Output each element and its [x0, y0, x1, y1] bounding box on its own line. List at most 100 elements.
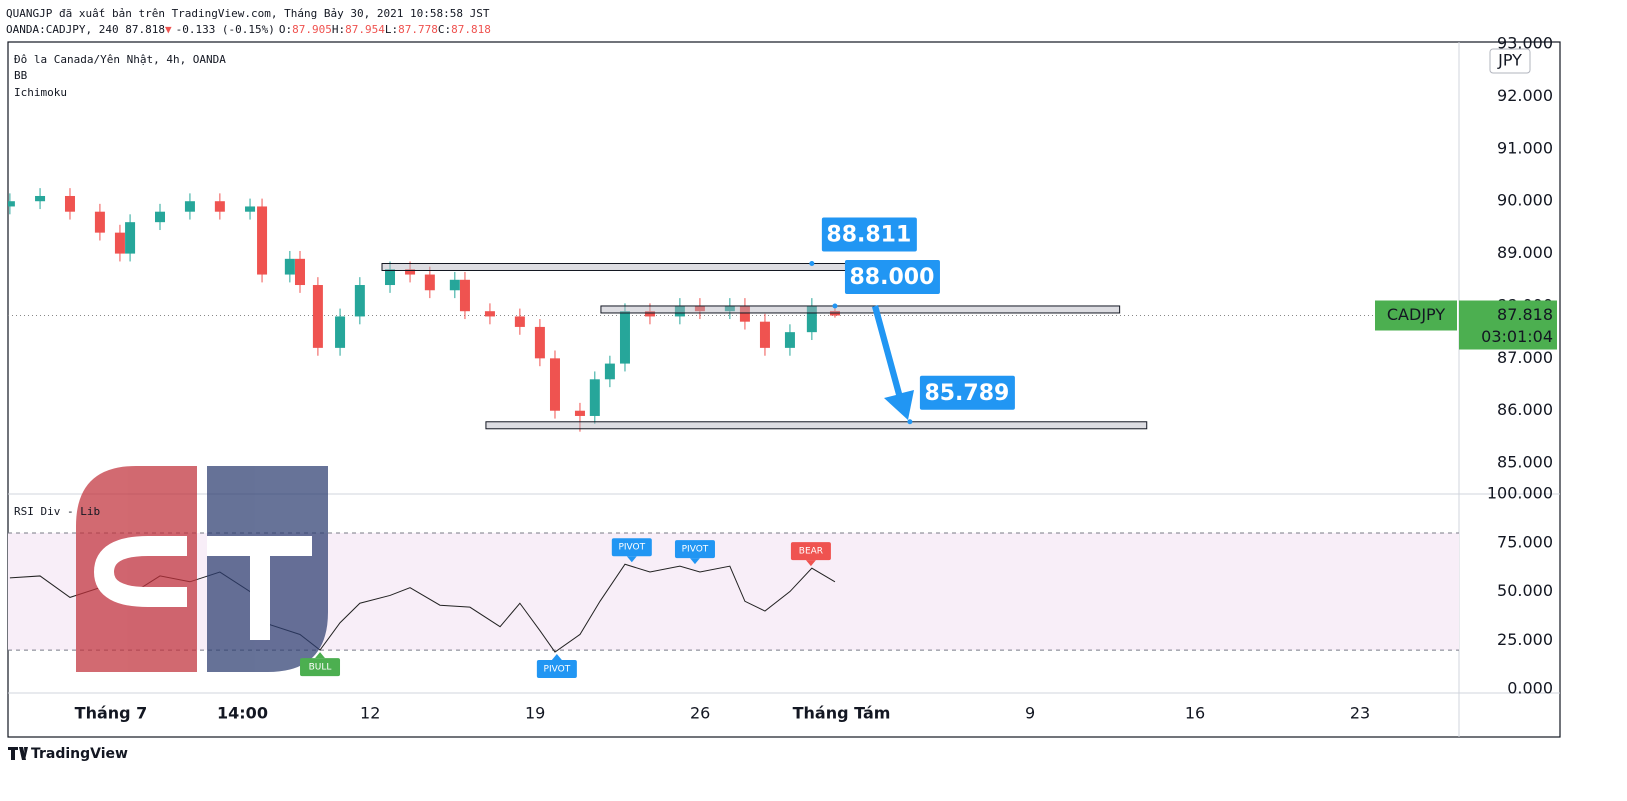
rsi-tick-label: 25.000	[1497, 630, 1553, 649]
candle-body	[534, 326, 545, 359]
candle-body	[335, 316, 346, 348]
price-tick-label: 87.000	[1497, 348, 1553, 367]
candle-body	[114, 232, 125, 254]
pivot-pointer	[626, 556, 637, 563]
rsi-tick-label: 0.000	[1507, 679, 1553, 698]
candle-body	[155, 211, 166, 223]
price-note: 88.811	[826, 222, 911, 247]
price-note-box	[919, 375, 1015, 410]
candle-body	[514, 316, 525, 327]
candle-body	[294, 258, 305, 286]
price-tick-label: 89.000	[1497, 243, 1553, 262]
countdown: 03:01:04	[1481, 327, 1553, 346]
candle-body	[549, 358, 560, 411]
candle-body	[574, 410, 585, 416]
candle-body	[64, 195, 75, 212]
pivot-label: BEAR	[799, 547, 823, 557]
note-anchor	[907, 419, 913, 425]
price-note: 85.789	[924, 381, 1009, 406]
candle-body	[94, 211, 105, 233]
candle-body	[354, 285, 365, 317]
pivot-label: BULL	[309, 663, 332, 673]
rsi-tick-label: 100.000	[1487, 484, 1553, 503]
time-tick-label: Tháng Tám	[793, 704, 891, 723]
tv-logo	[8, 747, 28, 760]
candle-body	[484, 311, 495, 317]
candle-body	[284, 258, 295, 275]
change: -0.133 (-0.15%)	[176, 23, 275, 36]
pivot-label: PIVOT	[682, 545, 709, 555]
note-anchor	[809, 260, 815, 266]
time-tick-label: 12	[360, 704, 380, 723]
time-tick-label: Tháng 7	[75, 704, 148, 723]
price-tick-label: 86.000	[1497, 400, 1553, 419]
last-price-box	[1459, 300, 1557, 350]
pivot-box	[790, 542, 831, 561]
candle-body	[125, 222, 136, 254]
note-anchor	[832, 303, 838, 309]
candle-body	[257, 206, 268, 275]
time-tick-label: 9	[1025, 704, 1035, 723]
candle-body	[644, 311, 655, 317]
candle-body	[385, 269, 396, 286]
candle-body	[806, 305, 817, 333]
ohlc-key: C:	[438, 23, 451, 36]
ohlc-key: O:	[279, 23, 292, 36]
candle-body	[694, 305, 705, 312]
candle-body	[214, 201, 225, 212]
rsi-tick-label: 75.000	[1497, 532, 1553, 551]
candle-body	[449, 279, 460, 291]
candle-body	[759, 321, 770, 348]
time-tick-label: 26	[690, 704, 710, 723]
pivot-box	[300, 658, 341, 677]
currency-box	[1489, 48, 1531, 74]
candle-body	[674, 305, 685, 317]
candle-body	[424, 274, 435, 291]
pivot-pointer	[315, 652, 326, 659]
price-zone	[381, 262, 911, 271]
candle-body	[245, 206, 256, 212]
candle-body	[405, 269, 416, 275]
ohlc-value: 87.954	[345, 23, 385, 36]
ohlc-value: 87.818	[451, 23, 491, 36]
pivot-pointer	[689, 558, 700, 565]
price-tick-label: 90.000	[1497, 191, 1553, 210]
symbol: OANDA:CADJPY, 240 87.818	[6, 23, 165, 36]
legend-item: Đô la Canada/Yên Nhật, 4h, OANDA	[14, 53, 226, 66]
candle-body	[604, 363, 615, 380]
candle-body	[312, 285, 323, 348]
price-zone	[600, 305, 1121, 314]
rsi-tick-label: 50.000	[1497, 581, 1553, 600]
candle-body	[784, 332, 795, 348]
pivot-pointer	[551, 654, 562, 661]
symbol-tag: CADJPY	[1387, 305, 1445, 324]
chart-frame	[7, 41, 1561, 738]
currency: JPY	[1497, 51, 1522, 70]
candle-body	[184, 201, 195, 212]
price-tick-label: 85.000	[1497, 453, 1553, 472]
time-tick-label: 19	[525, 704, 545, 723]
candle-body	[8, 201, 15, 207]
pivot-box	[611, 538, 652, 557]
price-note-box	[821, 217, 917, 252]
ohlc-value: 87.905	[292, 23, 332, 36]
ohlc-key: L:	[385, 23, 398, 36]
legend-item: BB	[14, 69, 28, 82]
candle-body	[459, 279, 470, 312]
candle-body	[724, 305, 735, 312]
footer-brand: TradingView	[31, 746, 128, 762]
pivot-label: PIVOT	[544, 665, 571, 675]
last-price: 87.818	[1497, 305, 1553, 324]
price-zone	[485, 421, 1148, 430]
forecast-arrow	[872, 305, 914, 420]
watermark-glyphs	[93, 536, 312, 640]
price-tick-label: 93.000	[1497, 34, 1553, 53]
candle-body	[739, 305, 750, 322]
pivot-box	[674, 540, 715, 559]
candle-body	[589, 379, 600, 416]
ohlc-line: OANDA:CADJPY, 240 87.818▼ -0.133 (-0.15%)…	[6, 23, 491, 36]
time-tick-label: 16	[1185, 704, 1205, 723]
ohlc-key: H:	[332, 23, 345, 36]
price-note: 88.000	[850, 265, 935, 290]
